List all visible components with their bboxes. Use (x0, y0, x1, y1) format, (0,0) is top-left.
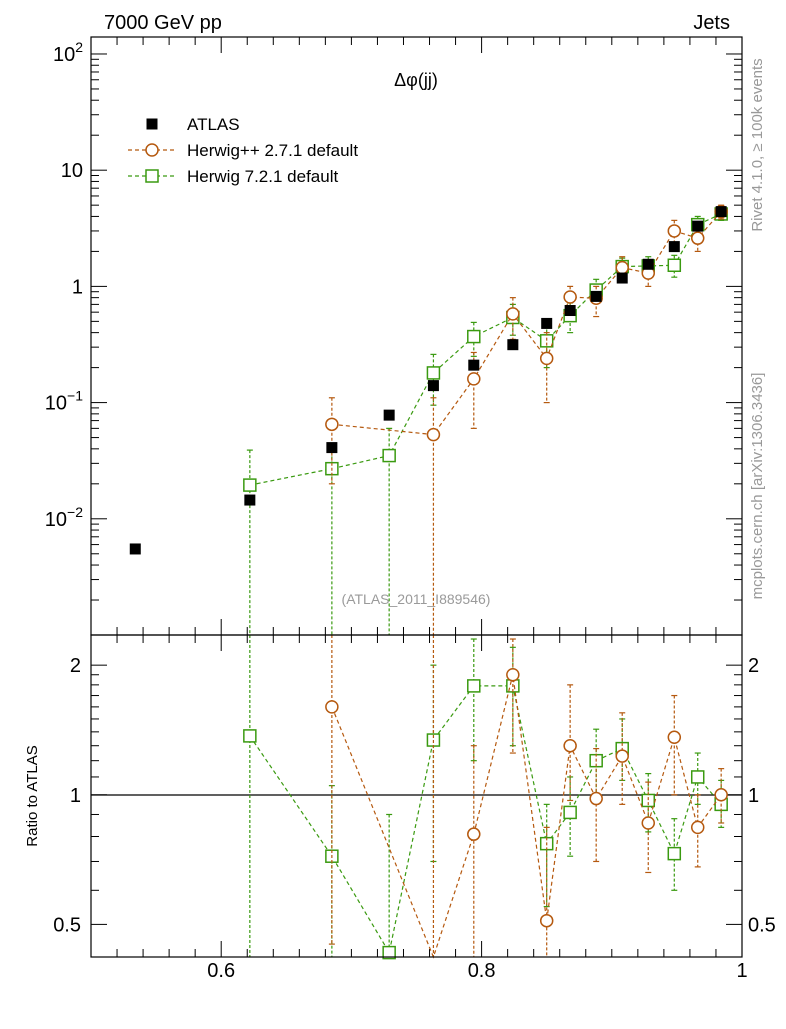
data-point-herwigpp (690, 231, 705, 245)
data-point-atlas (244, 494, 256, 506)
data-point-herwigpp (563, 290, 577, 304)
x-tick-label: 0.6 (207, 960, 235, 982)
data-point-atlas (590, 290, 602, 302)
data-point-atlas (715, 206, 727, 218)
x-tick-label: 1 (736, 960, 747, 982)
data-point-herwigpp (615, 749, 629, 763)
data-point-atlas (427, 380, 439, 392)
plot-title: Δφ(jj) (394, 70, 438, 90)
main-series (129, 204, 728, 635)
data-point-herwigpp (667, 224, 682, 238)
data-point-herwig7 (467, 679, 481, 693)
rivet-version-label: Rivet 4.1.0, ≥ 100k events (749, 58, 766, 231)
data-point-herwig7 (145, 169, 159, 183)
data-point-atlas (146, 118, 158, 130)
data-point-herwigpp (539, 913, 554, 928)
data-point-herwigpp (426, 427, 441, 442)
ratio-frame (90, 634, 743, 958)
data-point-herwigpp (145, 143, 159, 157)
data-point-herwig7 (667, 846, 682, 861)
category-label: Jets (693, 12, 730, 34)
data-point-atlas (642, 258, 654, 270)
series-line-herwigpp (331, 674, 722, 959)
y-tick-label: 10 (61, 160, 83, 182)
data-point-atlas (468, 359, 480, 371)
data-point-atlas (616, 272, 628, 284)
y-tick-label: 10−1 (45, 388, 83, 415)
series-line-herwig7 (249, 685, 722, 955)
data-point-herwigpp (467, 827, 481, 841)
y-tick-label: 10−2 (45, 504, 83, 531)
data-point-herwigpp (325, 417, 339, 432)
ratio-axis-label: Ratio to ATLAS (24, 745, 41, 846)
data-point-herwig7 (382, 945, 396, 960)
data-point-atlas (507, 339, 519, 351)
ratio-y-tick-label-right: 0.5 (748, 914, 776, 936)
analysis-watermark: (ATLAS_2011_I889546) (342, 591, 491, 607)
x-tick-label: 0.8 (468, 960, 496, 982)
legend-label-herwig7: Herwig 7.2.1 default (187, 167, 338, 186)
data-point-atlas (541, 317, 553, 329)
ratio-ticks: 0.6 0.8 1 0.5 0.5 1 1 2 2 (53, 635, 776, 982)
data-point-herwig7 (382, 448, 396, 463)
data-point-herwigpp (539, 351, 554, 366)
data-point-herwigpp (506, 307, 520, 321)
data-point-herwig7 (563, 805, 577, 820)
process-label: 7000 GeV pp (104, 12, 222, 34)
data-point-atlas (692, 220, 704, 232)
data-point-herwig7 (467, 329, 481, 344)
ratio-plot: 0.6 0.8 1 0.5 0.5 1 1 2 2 Ratio to ATLAS (24, 634, 776, 982)
main-plot: 10−2 10−1 1 10 102 Δφ(jj) (ATLAS_2011_I88954… (45, 36, 743, 636)
ratio-y-tick-label-right: 2 (748, 655, 759, 677)
data-point-herwigpp (667, 730, 682, 745)
ratio-y-tick-label: 2 (70, 655, 81, 677)
data-point-herwigpp (506, 667, 520, 682)
data-point-herwig7 (243, 478, 257, 492)
data-point-herwigpp (589, 791, 603, 806)
mcplots-reference-label: mcplots.cern.ch [arXiv:1306.3436] (749, 373, 766, 600)
data-point-herwigpp (467, 372, 481, 386)
legend-label-herwigpp: Herwig++ 2.7.1 default (187, 141, 358, 160)
data-point-herwigpp (714, 788, 728, 802)
data-point-herwig7 (667, 258, 682, 273)
data-point-herwigpp (325, 700, 339, 714)
ratio-y-tick-label-right: 1 (748, 785, 759, 807)
y-tick-label: 102 (53, 39, 83, 66)
ratio-series (243, 635, 728, 960)
data-point-herwig7 (690, 770, 705, 784)
main-ticks: 10−2 10−1 1 10 102 (45, 37, 743, 636)
data-point-herwig7 (426, 366, 441, 380)
data-point-atlas (383, 409, 395, 421)
y-tick-label: 1 (72, 276, 83, 298)
data-point-atlas (668, 241, 680, 253)
ratio-y-tick-label: 0.5 (53, 914, 81, 936)
data-point-herwigpp (563, 738, 577, 753)
data-point-herwigpp (615, 260, 629, 275)
data-point-herwigpp (641, 816, 656, 830)
data-point-herwigpp (690, 820, 705, 835)
data-point-herwig7 (243, 729, 257, 743)
data-point-atlas (564, 305, 576, 317)
legend: ATLAS Herwig++ 2.7.1 default Herwig 7.2.1 … (128, 115, 358, 186)
data-point-atlas (129, 543, 141, 555)
ratio-y-tick-label: 1 (70, 785, 81, 807)
series-line-herwig7 (249, 213, 722, 486)
data-point-atlas (326, 442, 338, 454)
series-line-herwigpp (331, 211, 722, 436)
legend-label-atlas: ATLAS (187, 115, 240, 134)
